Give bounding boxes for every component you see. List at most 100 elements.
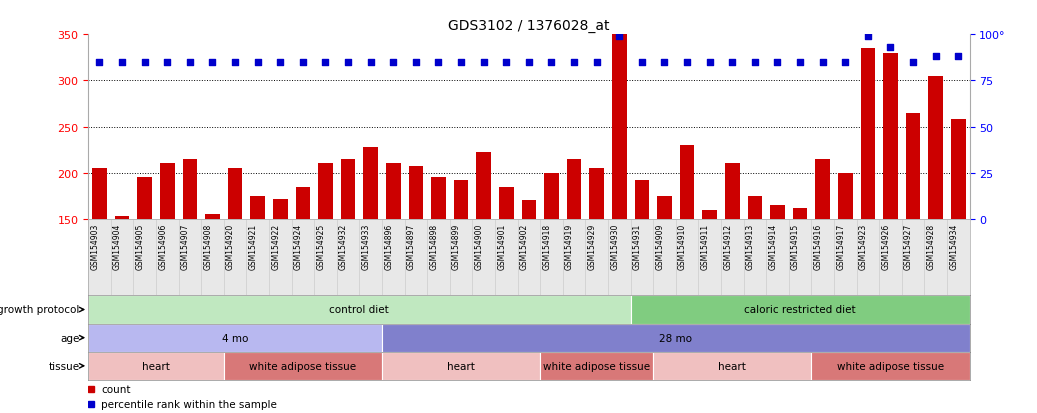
Bar bbox=[228, 169, 243, 357]
Point bbox=[588, 59, 605, 66]
Text: white adipose tissue: white adipose tissue bbox=[249, 361, 357, 371]
Point bbox=[362, 59, 379, 66]
Bar bbox=[540, 219, 563, 296]
Text: GSM154920: GSM154920 bbox=[226, 223, 235, 269]
Bar bbox=[811, 352, 970, 380]
Bar bbox=[382, 352, 540, 380]
Bar bbox=[608, 219, 630, 296]
Bar bbox=[679, 146, 695, 357]
Bar bbox=[201, 219, 224, 296]
Point bbox=[543, 59, 560, 66]
Point bbox=[249, 59, 265, 66]
Bar bbox=[698, 219, 721, 296]
Point bbox=[792, 59, 809, 66]
Point bbox=[272, 59, 288, 66]
Bar bbox=[495, 219, 517, 296]
Bar bbox=[567, 159, 582, 357]
Text: GSM154919: GSM154919 bbox=[565, 223, 574, 269]
Bar bbox=[160, 164, 174, 357]
Point bbox=[430, 59, 447, 66]
Point bbox=[724, 59, 740, 66]
Bar bbox=[589, 169, 604, 357]
Bar bbox=[363, 147, 379, 357]
Bar bbox=[884, 54, 898, 357]
Point bbox=[905, 59, 922, 66]
Text: white adipose tissue: white adipose tissue bbox=[837, 361, 944, 371]
Bar bbox=[409, 167, 423, 357]
Point bbox=[227, 59, 244, 66]
Text: heart: heart bbox=[447, 361, 475, 371]
Bar bbox=[386, 164, 400, 357]
Text: GSM154910: GSM154910 bbox=[678, 223, 688, 269]
Bar bbox=[247, 219, 269, 296]
Text: GSM154909: GSM154909 bbox=[655, 223, 665, 269]
Bar bbox=[382, 324, 970, 352]
Text: growth protocol: growth protocol bbox=[0, 305, 80, 315]
Bar bbox=[725, 164, 739, 357]
Bar bbox=[291, 219, 314, 296]
Point bbox=[521, 59, 537, 66]
Point bbox=[634, 59, 650, 66]
Point bbox=[566, 59, 583, 66]
Bar bbox=[811, 219, 834, 296]
Bar bbox=[450, 219, 473, 296]
Bar bbox=[770, 206, 785, 357]
Text: GSM154898: GSM154898 bbox=[429, 223, 439, 269]
Bar bbox=[721, 219, 744, 296]
Bar bbox=[499, 187, 513, 357]
Text: GSM154915: GSM154915 bbox=[791, 223, 801, 269]
Bar bbox=[544, 173, 559, 357]
Bar bbox=[947, 219, 970, 296]
Text: GSM154926: GSM154926 bbox=[881, 223, 891, 269]
Bar bbox=[205, 215, 220, 357]
Bar bbox=[857, 219, 879, 296]
Point bbox=[927, 54, 944, 61]
Text: GSM154903: GSM154903 bbox=[90, 223, 100, 269]
Text: GSM154933: GSM154933 bbox=[362, 223, 370, 269]
Text: GSM154923: GSM154923 bbox=[859, 223, 868, 269]
Bar bbox=[951, 120, 965, 357]
Bar bbox=[431, 178, 446, 357]
Point bbox=[498, 59, 514, 66]
Text: percentile rank within the sample: percentile rank within the sample bbox=[102, 399, 277, 409]
Bar bbox=[905, 114, 921, 357]
Bar bbox=[360, 219, 382, 296]
Bar bbox=[314, 219, 337, 296]
Point bbox=[950, 54, 966, 61]
Text: GSM154913: GSM154913 bbox=[746, 223, 755, 269]
Text: GSM154905: GSM154905 bbox=[136, 223, 144, 269]
Text: GDS3102 / 1376028_at: GDS3102 / 1376028_at bbox=[448, 19, 610, 33]
Text: control diet: control diet bbox=[330, 305, 389, 315]
Bar bbox=[427, 219, 450, 296]
Bar bbox=[88, 324, 382, 352]
Text: GSM154896: GSM154896 bbox=[385, 223, 393, 269]
Point bbox=[91, 59, 108, 66]
Text: GSM154922: GSM154922 bbox=[272, 223, 280, 269]
Text: GSM154906: GSM154906 bbox=[159, 223, 167, 269]
Text: GSM154914: GSM154914 bbox=[768, 223, 778, 269]
Text: GSM154927: GSM154927 bbox=[904, 223, 914, 269]
Text: GSM154932: GSM154932 bbox=[339, 223, 348, 269]
Bar bbox=[522, 201, 536, 357]
Bar bbox=[224, 352, 382, 380]
Bar bbox=[156, 219, 178, 296]
Bar bbox=[928, 76, 943, 357]
Bar bbox=[382, 219, 404, 296]
Text: GSM154934: GSM154934 bbox=[949, 223, 958, 269]
Bar bbox=[540, 352, 653, 380]
Point bbox=[769, 59, 786, 66]
Point bbox=[475, 59, 492, 66]
Point bbox=[837, 59, 853, 66]
Bar bbox=[137, 178, 152, 357]
Bar bbox=[88, 352, 224, 380]
Text: GSM154900: GSM154900 bbox=[475, 223, 483, 269]
Bar bbox=[630, 219, 653, 296]
Bar bbox=[404, 219, 427, 296]
Bar bbox=[183, 159, 197, 357]
Text: GSM154911: GSM154911 bbox=[701, 223, 709, 269]
Bar bbox=[337, 219, 360, 296]
Bar bbox=[178, 219, 201, 296]
Bar bbox=[702, 210, 717, 357]
Point bbox=[295, 59, 311, 66]
Point bbox=[882, 45, 899, 51]
